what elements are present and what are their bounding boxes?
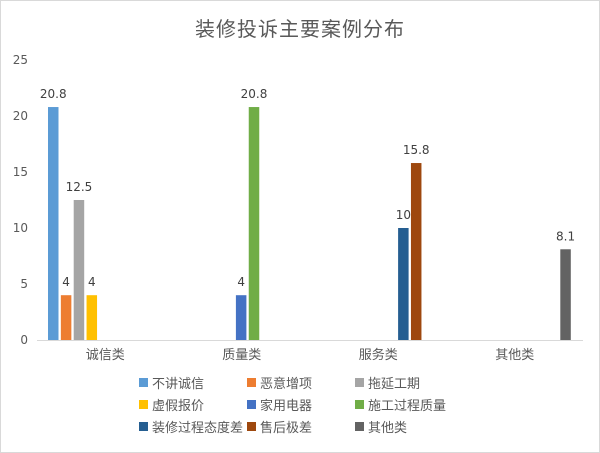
data-label: 4 bbox=[88, 275, 96, 289]
bar bbox=[48, 107, 59, 340]
x-tick-label: 服务类 bbox=[359, 347, 398, 363]
legend-swatch bbox=[247, 422, 256, 431]
y-tick-label: 15 bbox=[13, 165, 28, 179]
bar bbox=[73, 200, 85, 340]
legend-label: 不讲诚信 bbox=[152, 377, 205, 392]
data-label: 20.8 bbox=[241, 87, 268, 101]
data-label: 4 bbox=[62, 275, 70, 289]
legend-label: 装修过程态度差 bbox=[152, 421, 244, 436]
legend-item: 家用电器 bbox=[247, 395, 355, 414]
data-label: 12.5 bbox=[66, 180, 93, 194]
x-tick-label: 其他类 bbox=[495, 348, 534, 363]
legend-item: 售后极差 bbox=[247, 417, 355, 436]
chart-legend: 不讲诚信 恶意增项 拖延工期虚假报价 家用电器 施工过程质量装修过程态度差 售后极差 其他类 bbox=[139, 373, 579, 436]
x-tick-label: 诚信类 bbox=[86, 348, 125, 363]
legend-swatch bbox=[139, 378, 148, 387]
legend-label: 家用电器 bbox=[260, 399, 313, 414]
legend-swatch bbox=[247, 400, 256, 409]
chart-title: 装修投诉主要案例分布 bbox=[195, 17, 405, 41]
y-tick-label: 20 bbox=[13, 109, 28, 123]
bar bbox=[235, 295, 247, 340]
y-tick-label: 25 bbox=[13, 53, 28, 67]
legend-swatch bbox=[139, 400, 148, 409]
data-label: 20.8 bbox=[40, 87, 67, 101]
y-tick-label: 10 bbox=[13, 221, 28, 235]
legend-label: 拖延工期 bbox=[368, 377, 421, 392]
legend-item: 不讲诚信 bbox=[139, 373, 247, 392]
bar bbox=[60, 295, 72, 340]
data-label: 15.8 bbox=[403, 143, 430, 157]
legend-label: 其他类 bbox=[368, 421, 408, 436]
legend-item: 虚假报价 bbox=[139, 395, 247, 414]
legend-swatch bbox=[355, 400, 364, 409]
legend-item: 其他类 bbox=[355, 417, 475, 436]
bar bbox=[86, 295, 98, 340]
legend-swatch bbox=[247, 378, 256, 387]
data-label: 10 bbox=[396, 208, 411, 222]
legend-swatch bbox=[355, 422, 364, 431]
bar bbox=[410, 163, 422, 340]
bar bbox=[560, 249, 571, 340]
legend-label: 售后极差 bbox=[260, 421, 313, 436]
legend-label: 虚假报价 bbox=[152, 399, 205, 414]
legend-label: 恶意增项 bbox=[260, 377, 313, 392]
data-label: 8.1 bbox=[556, 229, 575, 243]
legend-item: 恶意增项 bbox=[247, 373, 355, 392]
data-label: 4 bbox=[237, 275, 245, 289]
legend-swatch bbox=[355, 378, 364, 387]
bar bbox=[248, 107, 260, 340]
legend-item: 装修过程态度差 bbox=[139, 417, 247, 436]
bar bbox=[398, 228, 409, 340]
y-tick-label: 0 bbox=[20, 333, 28, 347]
legend-swatch bbox=[139, 422, 148, 431]
legend-label: 施工过程质量 bbox=[368, 399, 447, 414]
x-tick-label: 质量类 bbox=[222, 348, 261, 363]
y-tick-label: 5 bbox=[20, 277, 28, 291]
legend-item: 施工过程质量 bbox=[355, 395, 475, 414]
legend-item: 拖延工期 bbox=[355, 373, 475, 392]
